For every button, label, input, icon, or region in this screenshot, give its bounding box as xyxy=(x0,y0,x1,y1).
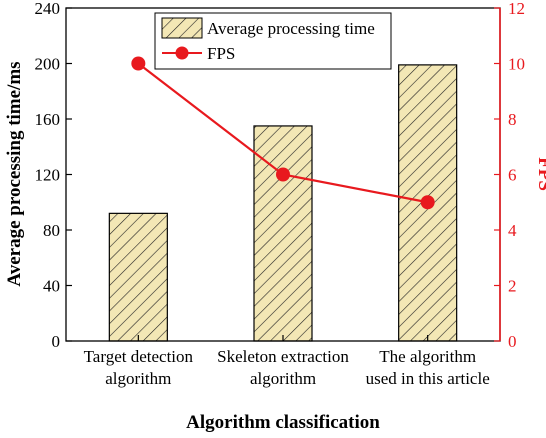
right-axis-title: FPS xyxy=(534,157,546,191)
fps-point xyxy=(420,195,435,210)
x-tick-label-line: The algorithm xyxy=(379,347,476,366)
right-tick-label: 4 xyxy=(508,221,517,240)
fps-point xyxy=(131,56,146,71)
x-tick-label-line: algorithm xyxy=(105,369,171,388)
x-tick-label: The algorithm used in this article xyxy=(366,347,490,388)
x-tick-label-line: Target detection xyxy=(84,347,194,366)
left-axis-title: Average processing time/ms xyxy=(4,61,25,286)
left-axis-ticks: 0 40 80 120 160 200 240 xyxy=(35,0,72,351)
left-tick-label: 200 xyxy=(35,55,61,74)
fps-line-layer xyxy=(131,56,435,210)
fps-point xyxy=(276,167,290,182)
left-tick-label: 0 xyxy=(52,332,61,351)
right-tick-label: 12 xyxy=(508,0,525,18)
bars-layer xyxy=(108,64,458,342)
right-tick-label: 6 xyxy=(508,166,517,185)
legend: Average processing time FPS xyxy=(154,12,392,70)
left-tick-label: 80 xyxy=(43,221,60,240)
x-tick-label-line: used in this article xyxy=(366,369,490,388)
x-tick-label: Skeleton extraction algorithm xyxy=(217,347,349,388)
right-tick-label: 2 xyxy=(508,277,517,296)
x-tick-label: Target detection algorithm xyxy=(84,347,194,388)
x-axis-title: Algorithm classification xyxy=(186,412,380,433)
left-tick-label: 120 xyxy=(35,166,61,185)
right-tick-label: 0 xyxy=(508,332,517,351)
x-tick-label-line: algorithm xyxy=(250,369,316,388)
right-tick-label: 8 xyxy=(508,110,517,129)
x-tick-label-line: Skeleton extraction xyxy=(217,347,349,366)
left-tick-label: 160 xyxy=(35,110,61,129)
legend-bar-swatch xyxy=(161,17,203,39)
legend-bar-label: Average processing time xyxy=(207,19,375,38)
left-tick-label: 240 xyxy=(35,0,61,18)
bar xyxy=(253,125,313,342)
right-tick-label: 10 xyxy=(508,55,525,74)
legend-line-label: FPS xyxy=(207,44,235,63)
right-axis-ticks: 0 2 4 6 8 10 12 xyxy=(494,0,525,351)
legend-line-marker xyxy=(175,46,189,60)
left-tick-label: 40 xyxy=(43,277,60,296)
bar xyxy=(108,212,168,342)
